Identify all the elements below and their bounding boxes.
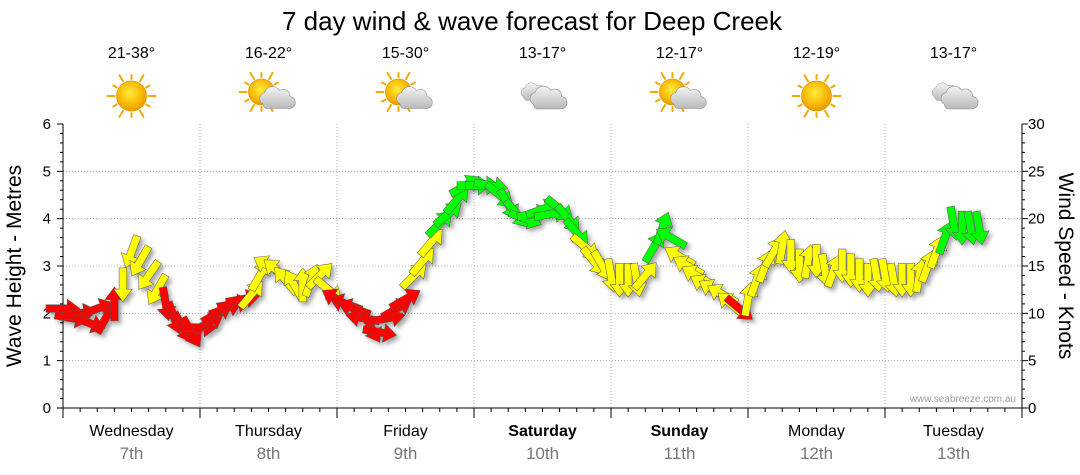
right-tick-label: 30	[1028, 116, 1045, 133]
sun-cloud-icon	[238, 71, 296, 113]
cloud-icon	[520, 82, 568, 110]
wind-arrow	[113, 267, 133, 303]
right-tick-label: 5	[1028, 353, 1036, 370]
right-tick-label: 25	[1028, 163, 1045, 180]
day-temperature: 12-19°	[793, 45, 840, 62]
sun-cloud-icon	[375, 71, 433, 113]
day-temperature: 13-17°	[930, 45, 977, 62]
day-name-label: Wednesday	[89, 423, 173, 440]
left-tick-label: 4	[43, 211, 51, 228]
wind-arrow	[138, 259, 162, 290]
day-name-label: Thursday	[235, 423, 302, 440]
day-date-label: 9th	[394, 444, 418, 463]
right-tick-label: 0	[1028, 400, 1036, 417]
right-axis-title: Wind Speed - Knots	[1054, 173, 1077, 360]
day-name-label: Monday	[788, 423, 845, 440]
right-tick-label: 15	[1028, 258, 1045, 275]
cloud-icon	[931, 82, 979, 110]
left-axis-ticks: 0 1 2 3 4 5 6	[43, 116, 63, 417]
right-axis-ticks: 0 5 10 15 20 25 30	[1022, 116, 1045, 417]
wind-arrow	[631, 262, 657, 292]
day-date-label: 12th	[800, 444, 833, 463]
day-headers: 21-38° 16-22° 15-30° 13-17° 12-17° 12-19° 13-1…	[106, 45, 979, 118]
right-tick-label: 10	[1028, 305, 1045, 322]
left-tick-label: 0	[43, 400, 51, 417]
day-temperature: 15-30°	[382, 45, 429, 62]
chart-title: 7 day wind & wave forecast for Deep Cree…	[282, 6, 783, 36]
wind-arrow	[247, 260, 271, 293]
day-date-label: 13th	[937, 444, 970, 463]
day-name-label: Friday	[383, 423, 427, 440]
day-date-label: 11th	[664, 444, 696, 463]
day-labels: Wednesday 7th Thursday 8th Friday 9th Saturday…	[89, 423, 983, 463]
day-temperature: 13-17°	[519, 45, 566, 62]
day-temperature: 21-38°	[108, 45, 155, 62]
wind-arrow	[970, 210, 990, 246]
credit-text: www.seabreeze.com.au	[909, 394, 1016, 405]
left-tick-label: 3	[43, 258, 51, 275]
left-tick-label: 5	[43, 163, 51, 180]
day-date-label: 7th	[120, 444, 144, 463]
day-name-label: Saturday	[508, 423, 577, 440]
wind-arrows	[45, 174, 990, 348]
day-temperature: 12-17°	[656, 45, 703, 62]
sun-icon	[791, 74, 842, 118]
sun-icon	[106, 74, 157, 118]
day-name-label: Sunday	[651, 423, 709, 440]
wind-arrow	[129, 244, 153, 277]
wind-arrow	[655, 227, 688, 250]
left-tick-label: 2	[43, 305, 51, 322]
sun-cloud-icon	[649, 71, 707, 113]
day-date-label: 10th	[526, 444, 559, 463]
day-date-label: 8th	[257, 444, 281, 463]
left-axis-title: Wave Height - Metres	[3, 165, 26, 367]
right-tick-label: 20	[1028, 211, 1045, 228]
left-tick-label: 6	[43, 116, 51, 133]
wind-arrow	[362, 323, 397, 343]
day-temperature: 16-22°	[245, 45, 292, 62]
left-tick-label: 1	[43, 353, 51, 370]
wind-arrow	[237, 281, 263, 311]
day-name-label: Tuesday	[923, 423, 984, 440]
